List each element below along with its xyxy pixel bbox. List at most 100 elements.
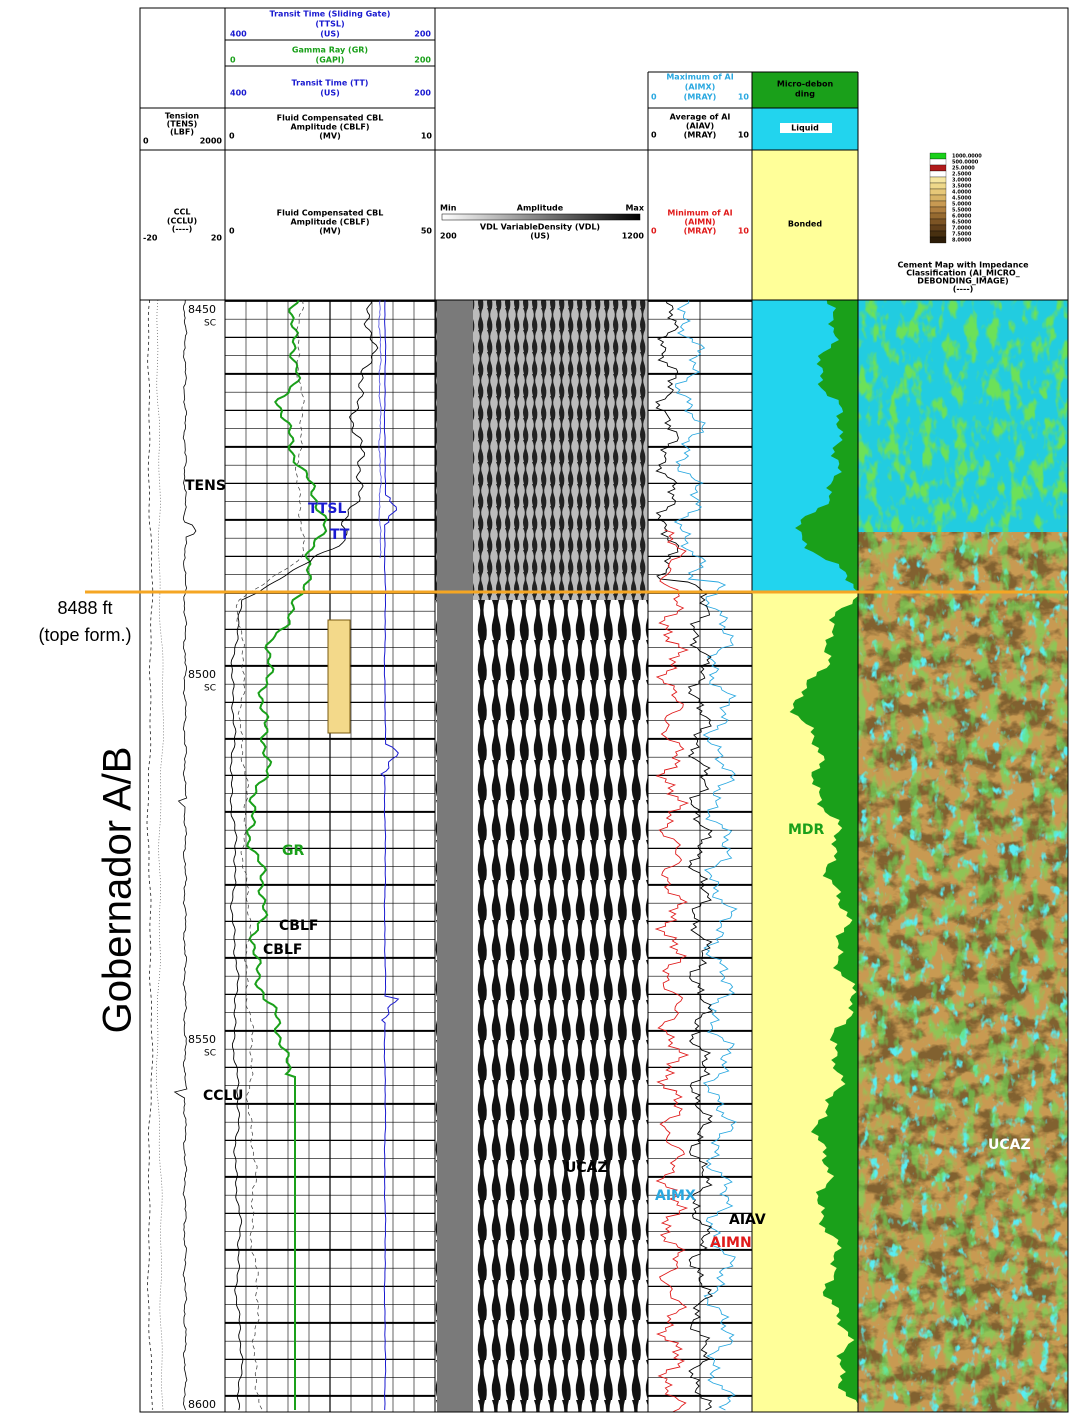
depth-label: 8450 [188,303,216,316]
core-interval [328,620,350,733]
map-bottom-green [858,532,1068,1412]
curve-label: CBLF [279,918,318,934]
liquid-label: Liquid [791,124,819,133]
cblf10-title: Fluid Compensated CBL [277,114,384,123]
curve-label: MDR [788,822,825,838]
map-legend: 1000.0000500.000025.00002.50003.00003.50… [930,153,982,244]
ccl-max: 20 [211,234,223,243]
aimn-mnemonic: (AIMN) [684,218,715,227]
header: Transit Time (Sliding Gate) (TTSL) 400 (… [143,10,1029,294]
gr-max: 200 [414,56,431,65]
curve-label: CCLU [203,1088,243,1104]
ttsl-min: 400 [230,30,247,39]
aimn-min: 0 [651,227,657,236]
formation-top-note: (tope form.) [38,625,131,645]
depth-label: 8500 [188,668,216,681]
cblf50-max: 50 [421,227,433,236]
legend-swatch [930,195,946,201]
gr-title: Gamma Ray (GR) [292,46,368,55]
cblf50-title: Fluid Compensated CBL [277,209,384,218]
tt-max: 200 [414,89,431,98]
gr-unit: (GAPI) [316,56,345,65]
legend-swatch [930,201,946,207]
formation-name: Gobernador A/B [96,747,140,1034]
curve-label: AIMN [710,1235,752,1251]
curve-label: GR [282,843,304,859]
map-top-texture [858,300,1068,532]
aimx-title: Maximum of AI [666,73,733,82]
legend-swatch [930,225,946,231]
aimx-unit: (MRAY) [684,93,717,102]
cblf10-min: 0 [229,132,235,141]
legend-swatch [930,231,946,237]
tt-title: Transit Time (TT) [292,79,369,88]
ttsl-unit: (US) [320,30,340,39]
cblf10-max: 10 [421,132,433,141]
legend-swatch [930,219,946,225]
depth-label: 8550 [188,1033,216,1046]
tt-curve [381,300,398,1410]
vdl-min-label: Min [440,204,457,213]
aiav-mnemonic: (AIAV) [686,122,714,131]
cblf50-unit: (MV) [319,227,340,236]
vdl-title: Amplitude [517,204,564,213]
curve-label: UCAZ [565,1160,608,1176]
legend-swatch [930,207,946,213]
legend-swatch [930,153,946,159]
bonded-label: Bonded [788,220,822,229]
tension-curve-2 [156,300,163,1410]
aiav-unit: (MRAY) [684,131,717,140]
legend-swatch [930,183,946,189]
curve-label: AIMX [655,1188,696,1204]
ccl-title: CCL [174,208,191,217]
ttsl-mnemonic: (TTSL) [315,20,344,29]
legend-swatch [930,237,946,243]
aiav-max: 10 [738,131,750,140]
cblf10-subtitle: Amplitude (CBLF) [290,123,369,132]
legend-swatch [930,159,946,165]
curve-label: TTSL [308,501,347,517]
tt-unit: (US) [320,89,340,98]
aiav-min: 0 [651,131,657,140]
tt-min: 400 [230,89,247,98]
ccl-min: -20 [143,234,158,243]
aimx-mnemonic: (AIMX) [685,83,716,92]
cblf50-subtitle: Amplitude (CBLF) [290,218,369,227]
amplitude-bar [442,214,640,220]
cblf50-min: 0 [229,227,235,236]
ccl-unit: (----) [172,225,193,234]
curve-label: UCAZ [988,1137,1031,1153]
ttsl-title: Transit Time (Sliding Gate) [270,10,391,19]
aimn-title: Minimum of AI [667,209,732,218]
legend-label: 8.0000 [952,238,972,244]
depth-tag: SC [204,1049,216,1059]
tens-unit: (LBF) [170,128,194,137]
vdl-max: 1200 [622,232,645,241]
aimn-max: 10 [738,227,750,236]
curve-label: AIAV [729,1212,766,1228]
md-title: ding [795,90,815,99]
well-log: Transit Time (Sliding Gate) (TTSL) 400 (… [0,0,1070,1416]
legend-swatch [930,213,946,219]
depth-tag: SC [204,684,216,694]
md-title: Micro-debon [777,80,834,89]
aimx-max: 10 [738,93,750,102]
ttsl-max: 200 [414,30,431,39]
vdl-gray [437,300,473,1412]
formation-top-depth: 8488 ft [57,598,112,618]
legend-swatch [930,165,946,171]
vdl-min: 200 [440,232,457,241]
aiav-title: Average of AI [670,113,731,122]
tens-min: 0 [143,137,149,146]
legend-swatch [930,171,946,177]
tens-max: 2000 [200,137,223,146]
aimn-curve [656,530,688,1412]
aimn-unit: (MRAY) [684,227,717,236]
legend-swatch [930,177,946,183]
tension-curve [147,300,153,1410]
vdl-subtitle: VDL VariableDensity (VDL) [480,223,600,232]
depth-label: 8600 [188,1398,216,1411]
gr-min: 0 [230,56,236,65]
ccl-curve [175,300,196,1410]
vdl-unit: (US) [530,232,550,241]
